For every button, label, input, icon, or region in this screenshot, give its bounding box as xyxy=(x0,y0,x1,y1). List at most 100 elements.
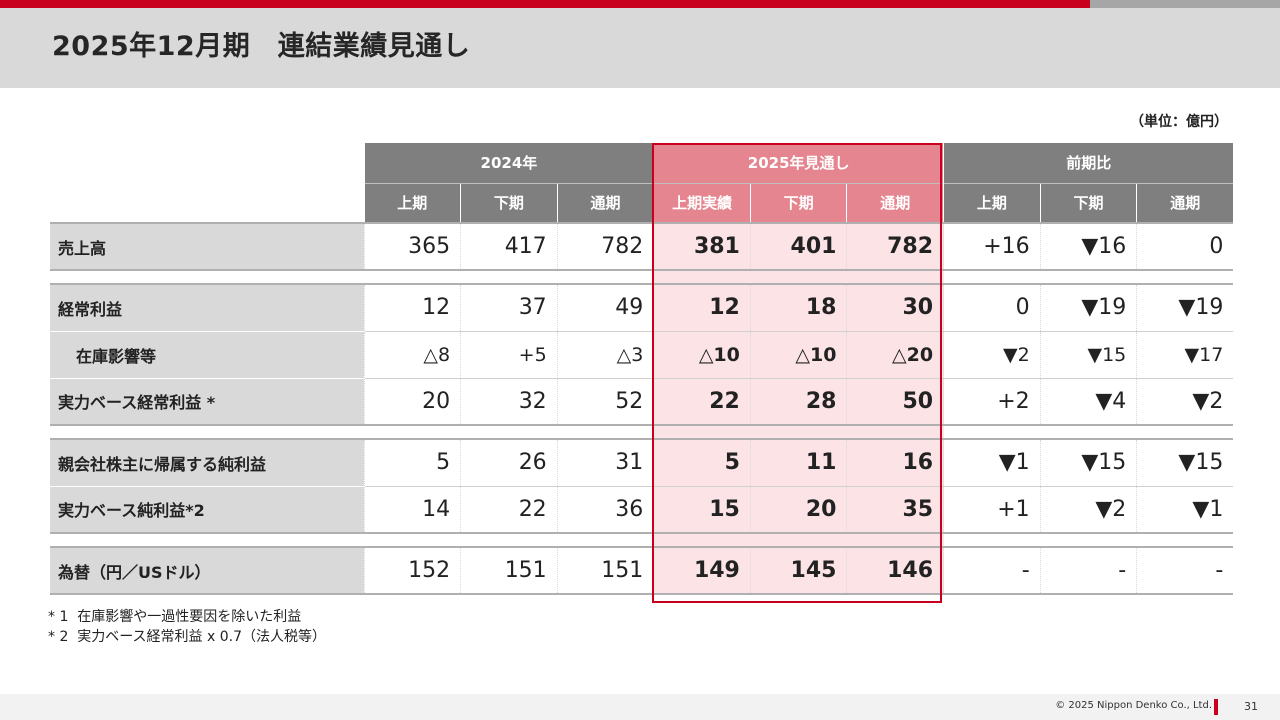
row-label: 為替（円／USドル） xyxy=(50,546,364,595)
table-cell: 146 xyxy=(846,546,944,595)
row-label: 在庫影響等 xyxy=(50,331,364,379)
table-cell: +5 xyxy=(460,331,558,379)
table-cell: ▼15 xyxy=(1136,438,1234,487)
table-cell: - xyxy=(1136,546,1234,595)
row-gap xyxy=(50,425,1234,439)
table-cell: 30 xyxy=(846,283,944,332)
row-label: 経常利益 xyxy=(50,283,364,332)
table-cell: 36 xyxy=(556,486,654,534)
row-gap xyxy=(50,533,1234,547)
group-header-2024: 2024年 xyxy=(363,143,654,183)
sub-header: 下期 xyxy=(749,182,847,223)
table-cell: ▼1 xyxy=(1136,486,1234,534)
table-row-net-sales: 売上高 365 417 782 381 401 782 +16 ▼16 0 xyxy=(50,222,1234,271)
table-cell: △3 xyxy=(556,331,654,379)
group-header-2025-forecast: 2025年見通し xyxy=(653,143,944,183)
table-cell: 782 xyxy=(846,222,944,271)
group-header-yoy: 前期比 xyxy=(943,143,1234,183)
table-cell: - xyxy=(1039,546,1137,595)
table-cell: 20 xyxy=(363,378,461,426)
table-cell: 26 xyxy=(460,438,558,487)
table-cell: 52 xyxy=(556,378,654,426)
top-accent-bar xyxy=(0,0,1090,8)
table-cell: 15 xyxy=(653,486,751,534)
table-cell: 12 xyxy=(363,283,461,332)
table-cell: 5 xyxy=(363,438,461,487)
footnote: * 2 実力ベース経常利益 x 0.7（法人税等） xyxy=(48,629,327,645)
table-row-ordinary-profit: 経常利益 12 37 49 12 18 30 0 ▼19 ▼19 xyxy=(50,283,1234,332)
table-cell: 145 xyxy=(749,546,847,595)
table-cell: 49 xyxy=(556,283,654,332)
table-cell: 782 xyxy=(556,222,654,271)
table-row-net-income: 親会社株主に帰属する純利益 5 26 31 5 11 16 ▼1 ▼15 ▼15 xyxy=(50,438,1234,487)
table-row-underlying-ordinary-profit: 実力ベース経常利益 * 20 32 52 22 28 50 +2 ▼4 ▼2 xyxy=(50,378,1234,426)
table-cell: 14 xyxy=(363,486,461,534)
table-cell: 365 xyxy=(363,222,461,271)
table-cell: ▼2 xyxy=(943,331,1041,379)
table-cell: +1 xyxy=(943,486,1041,534)
row-label: 実力ベース純利益*2 xyxy=(50,486,364,534)
table-cell: ▼15 xyxy=(1039,438,1137,487)
header-blank xyxy=(50,143,364,183)
table-cell: ▼19 xyxy=(1136,283,1234,332)
table-cell: ▼16 xyxy=(1039,222,1137,271)
forecast-table: 2024年 2025年見通し 前期比 上期 下期 通期 上期実績 下期 通期 上… xyxy=(50,143,1234,595)
table-cell: △10 xyxy=(749,331,847,379)
table-cell: △20 xyxy=(846,331,944,379)
table-row-fx-rate: 為替（円／USドル） 152 151 151 149 145 146 - - - xyxy=(50,546,1234,595)
sub-header: 上期 xyxy=(363,182,461,223)
table-cell: ▼2 xyxy=(1039,486,1137,534)
sub-header: 通期 xyxy=(556,182,654,223)
table-cell: 37 xyxy=(460,283,558,332)
table-cell: △10 xyxy=(653,331,751,379)
table-cell: ▼1 xyxy=(943,438,1041,487)
table-cell: 35 xyxy=(846,486,944,534)
sub-header: 上期 xyxy=(943,182,1041,223)
table-cell: 0 xyxy=(1136,222,1234,271)
footer-band xyxy=(0,694,1280,720)
unit-label: （単位：億円） xyxy=(1130,114,1228,130)
page-title: 2025年12月期 連結業績見通し xyxy=(52,31,471,62)
table-cell: 20 xyxy=(749,486,847,534)
table-cell: 22 xyxy=(460,486,558,534)
table-cell: ▼2 xyxy=(1136,378,1234,426)
footnotes: * 1 在庫影響や一過性要因を除いた利益 * 2 実力ベース経常利益 x 0.7… xyxy=(48,607,326,647)
table-cell: 0 xyxy=(943,283,1041,332)
copyright-text: © 2025 Nippon Denko Co., Ltd. xyxy=(1055,700,1212,711)
table-cell: 31 xyxy=(556,438,654,487)
table-row-underlying-net-income: 実力ベース純利益*2 14 22 36 15 20 35 +1 ▼2 ▼1 xyxy=(50,486,1234,534)
table-cell: +2 xyxy=(943,378,1041,426)
table-cell: 401 xyxy=(749,222,847,271)
table-cell: 50 xyxy=(846,378,944,426)
table-cell: 32 xyxy=(460,378,558,426)
row-label: 売上高 xyxy=(50,222,364,271)
table-cell: - xyxy=(943,546,1041,595)
header-blank xyxy=(50,183,364,223)
footnote: * 1 在庫影響や一過性要因を除いた利益 xyxy=(48,609,302,625)
sub-header: 下期 xyxy=(1039,182,1137,223)
table-cell: 151 xyxy=(460,546,558,595)
table-cell: 28 xyxy=(749,378,847,426)
table-cell: 18 xyxy=(749,283,847,332)
sub-header: 通期 xyxy=(846,182,944,223)
row-label: 実力ベース経常利益 * xyxy=(50,378,364,426)
table-cell: △8 xyxy=(363,331,461,379)
title-band xyxy=(0,8,1280,88)
group-header-row: 2024年 2025年見通し 前期比 xyxy=(50,143,1234,183)
table-cell: +16 xyxy=(943,222,1041,271)
table-cell: 152 xyxy=(363,546,461,595)
table-cell: ▼15 xyxy=(1039,331,1137,379)
table-cell: 16 xyxy=(846,438,944,487)
sub-header-row: 上期 下期 通期 上期実績 下期 通期 上期 下期 通期 xyxy=(50,182,1234,223)
table-cell: 22 xyxy=(653,378,751,426)
sub-header: 下期 xyxy=(460,182,558,223)
sub-header: 通期 xyxy=(1136,182,1234,223)
table-cell: 151 xyxy=(556,546,654,595)
footer-divider xyxy=(1214,699,1218,715)
table-cell: 417 xyxy=(460,222,558,271)
table-cell: 149 xyxy=(653,546,751,595)
row-label: 親会社株主に帰属する純利益 xyxy=(50,438,364,487)
table-cell: ▼19 xyxy=(1039,283,1137,332)
table-cell: 5 xyxy=(653,438,751,487)
sub-header: 上期実績 xyxy=(653,182,751,223)
